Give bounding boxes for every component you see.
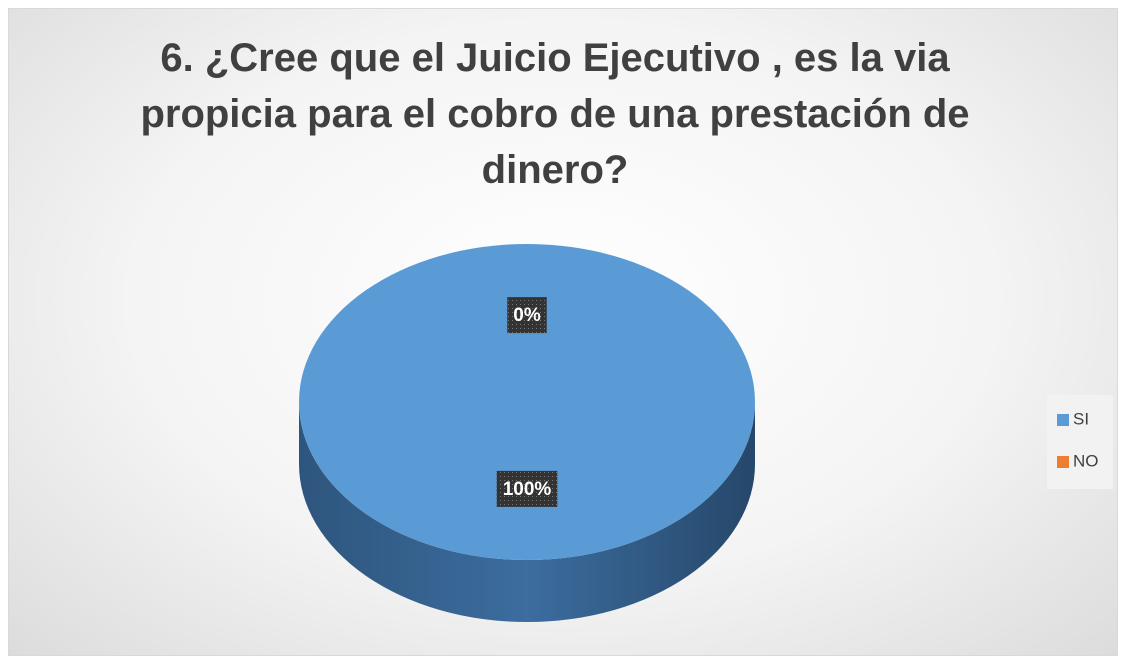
data-label-box bbox=[507, 297, 547, 334]
legend-swatch bbox=[1057, 456, 1069, 468]
legend-box bbox=[1047, 395, 1113, 489]
legend-label: NO bbox=[1073, 451, 1099, 470]
data-label: 0% bbox=[507, 297, 547, 334]
pie-slice bbox=[299, 244, 755, 560]
legend-swatch bbox=[1057, 414, 1069, 426]
chart-title: 6. ¿Cree que el Juicio Ejecutivo , es la… bbox=[140, 36, 970, 192]
data-label-box bbox=[496, 470, 558, 507]
legend-label: SI bbox=[1073, 409, 1089, 428]
data-label: 100% bbox=[496, 470, 558, 507]
data-label-text: 100% bbox=[503, 479, 552, 500]
pie-side bbox=[299, 402, 755, 622]
data-label-text: 0% bbox=[513, 305, 541, 326]
